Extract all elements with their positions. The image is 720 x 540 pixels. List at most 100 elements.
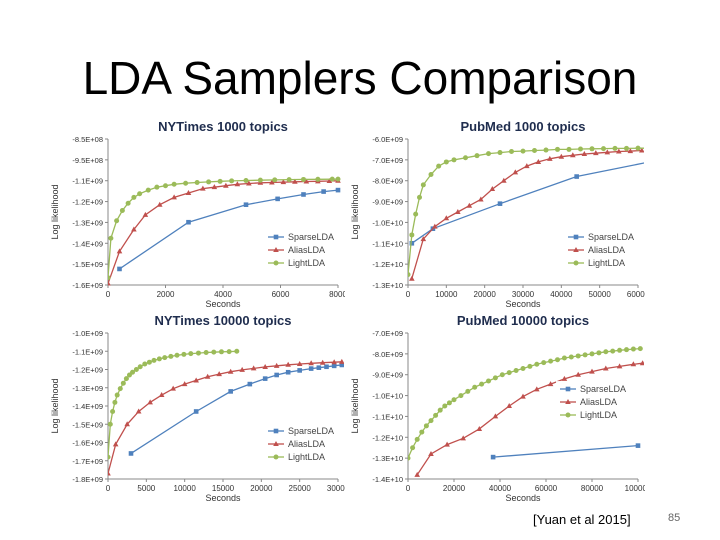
point-aliaslda [158,392,165,398]
point-aliaslda [489,186,496,192]
y-tick-label: -1.0E+09 [72,329,103,338]
point-aliaslda [432,223,438,229]
point-lightlda [168,353,174,359]
point-aliaslda [561,375,568,381]
point-aliaslda [460,435,466,441]
point-lightlda [163,183,168,189]
point-lightlda [130,369,136,375]
y-tick-label: -8.0E+09 [372,350,403,359]
x-tick-label: 0 [106,484,111,493]
point-lightlda [146,359,152,365]
point-lightlda [506,370,512,376]
y-tick-label: -1.5E+09 [72,420,103,429]
point-lightlda [428,418,434,424]
legend-marker [273,428,279,434]
point-aliaslda [428,450,434,456]
point-lightlda [145,187,151,193]
legend-label: AliasLDA [588,245,625,255]
point-aliaslda [308,360,314,366]
point-lightlda [156,356,162,362]
plot-area [408,145,644,281]
point-lightlda [578,146,583,152]
point-lightlda [108,235,114,241]
legend-label: LightLDA [580,410,617,420]
point-aliaslda [211,184,218,190]
x-tick-label: 40000 [489,484,512,493]
point-lightlda [630,346,636,352]
legend-label: SparseLDA [288,232,334,242]
point-lightlda [513,368,519,374]
legend-marker [573,234,579,240]
point-lightlda [315,176,321,182]
y-tick-label: -1.2E+09 [72,198,103,207]
point-lightlda [409,232,415,238]
point-aliaslda [142,211,149,217]
point-lightlda [543,147,549,153]
point-lightlda [442,403,448,409]
point-sparselda [117,266,122,272]
point-aliaslda [246,180,252,186]
x-tick-label: 6000 [272,290,290,299]
point-lightlda [131,194,137,200]
point-aliaslda [589,368,595,374]
point-aliaslda [409,275,415,281]
point-aliaslda [570,152,576,158]
point-lightlda [582,352,588,358]
y-tick-label: -1.2E+10 [372,260,403,269]
y-tick-label: -9.5E+08 [72,156,103,165]
point-aliaslda [478,196,484,202]
slide-title: LDA Samplers Comparison [82,52,638,104]
point-aliaslda [501,177,507,183]
x-tick-label: 0 [406,484,411,493]
point-aliaslda [535,158,542,164]
point-sparselda [409,240,415,246]
point-lightlda [206,179,212,185]
y-tick-label: -1.2E+09 [72,366,103,375]
point-lightlda [125,200,131,206]
point-aliaslda [627,148,634,154]
point-aliaslda [131,226,137,232]
y-tick-label: -1.6E+09 [72,281,103,290]
point-sparselda [297,368,302,373]
point-sparselda [275,196,280,202]
point-lightlda [463,155,468,161]
y-tick-label: -1.5E+09 [72,260,103,269]
y-tick-label: -1.4E+10 [372,475,403,484]
point-aliaslda [171,194,177,200]
point-sparselda [335,187,341,193]
point-aliaslda [273,362,280,368]
point-aliaslda [156,201,163,207]
point-aliaslda [112,441,119,447]
point-aliaslda [239,366,245,372]
x-tick-label: 20000 [474,290,497,299]
point-lightlda [437,407,443,413]
point-lightlda [575,353,581,359]
point-aliaslda [455,209,461,214]
x-tick-label: 30000 [512,290,535,299]
point-lightlda [133,367,139,372]
point-lightlda [114,218,120,224]
point-lightlda [509,149,514,155]
point-lightlda [589,351,595,357]
x-tick-label: 80000 [581,484,604,493]
point-aliaslda [193,377,199,383]
point-aliaslda [250,365,257,371]
x-tick-label: 15000 [212,484,235,493]
point-lightlda [181,351,187,357]
point-aliaslda [170,385,176,391]
point-lightlda [451,397,457,403]
point-aliaslda [326,178,333,184]
point-aliaslda [443,215,450,221]
point-lightlda [603,349,609,355]
x-tick-label: 5000 [137,484,155,493]
point-lightlda [520,365,526,371]
y-axis-label: Log likelihood [350,378,360,433]
legend-label: SparseLDA [580,384,626,394]
point-aliaslda [581,151,588,157]
point-lightlda [635,145,641,151]
point-aliaslda [319,359,326,365]
point-aliaslda [616,363,623,369]
y-tick-label: -9.0E+09 [372,371,403,380]
legend: SparseLDA AliasLDA LightLDA [556,381,628,425]
chart-pubmed-1000-topics: PubMed 1000 topics -6.0E+09 -7.0E+09 -8.0E+… [345,117,645,317]
